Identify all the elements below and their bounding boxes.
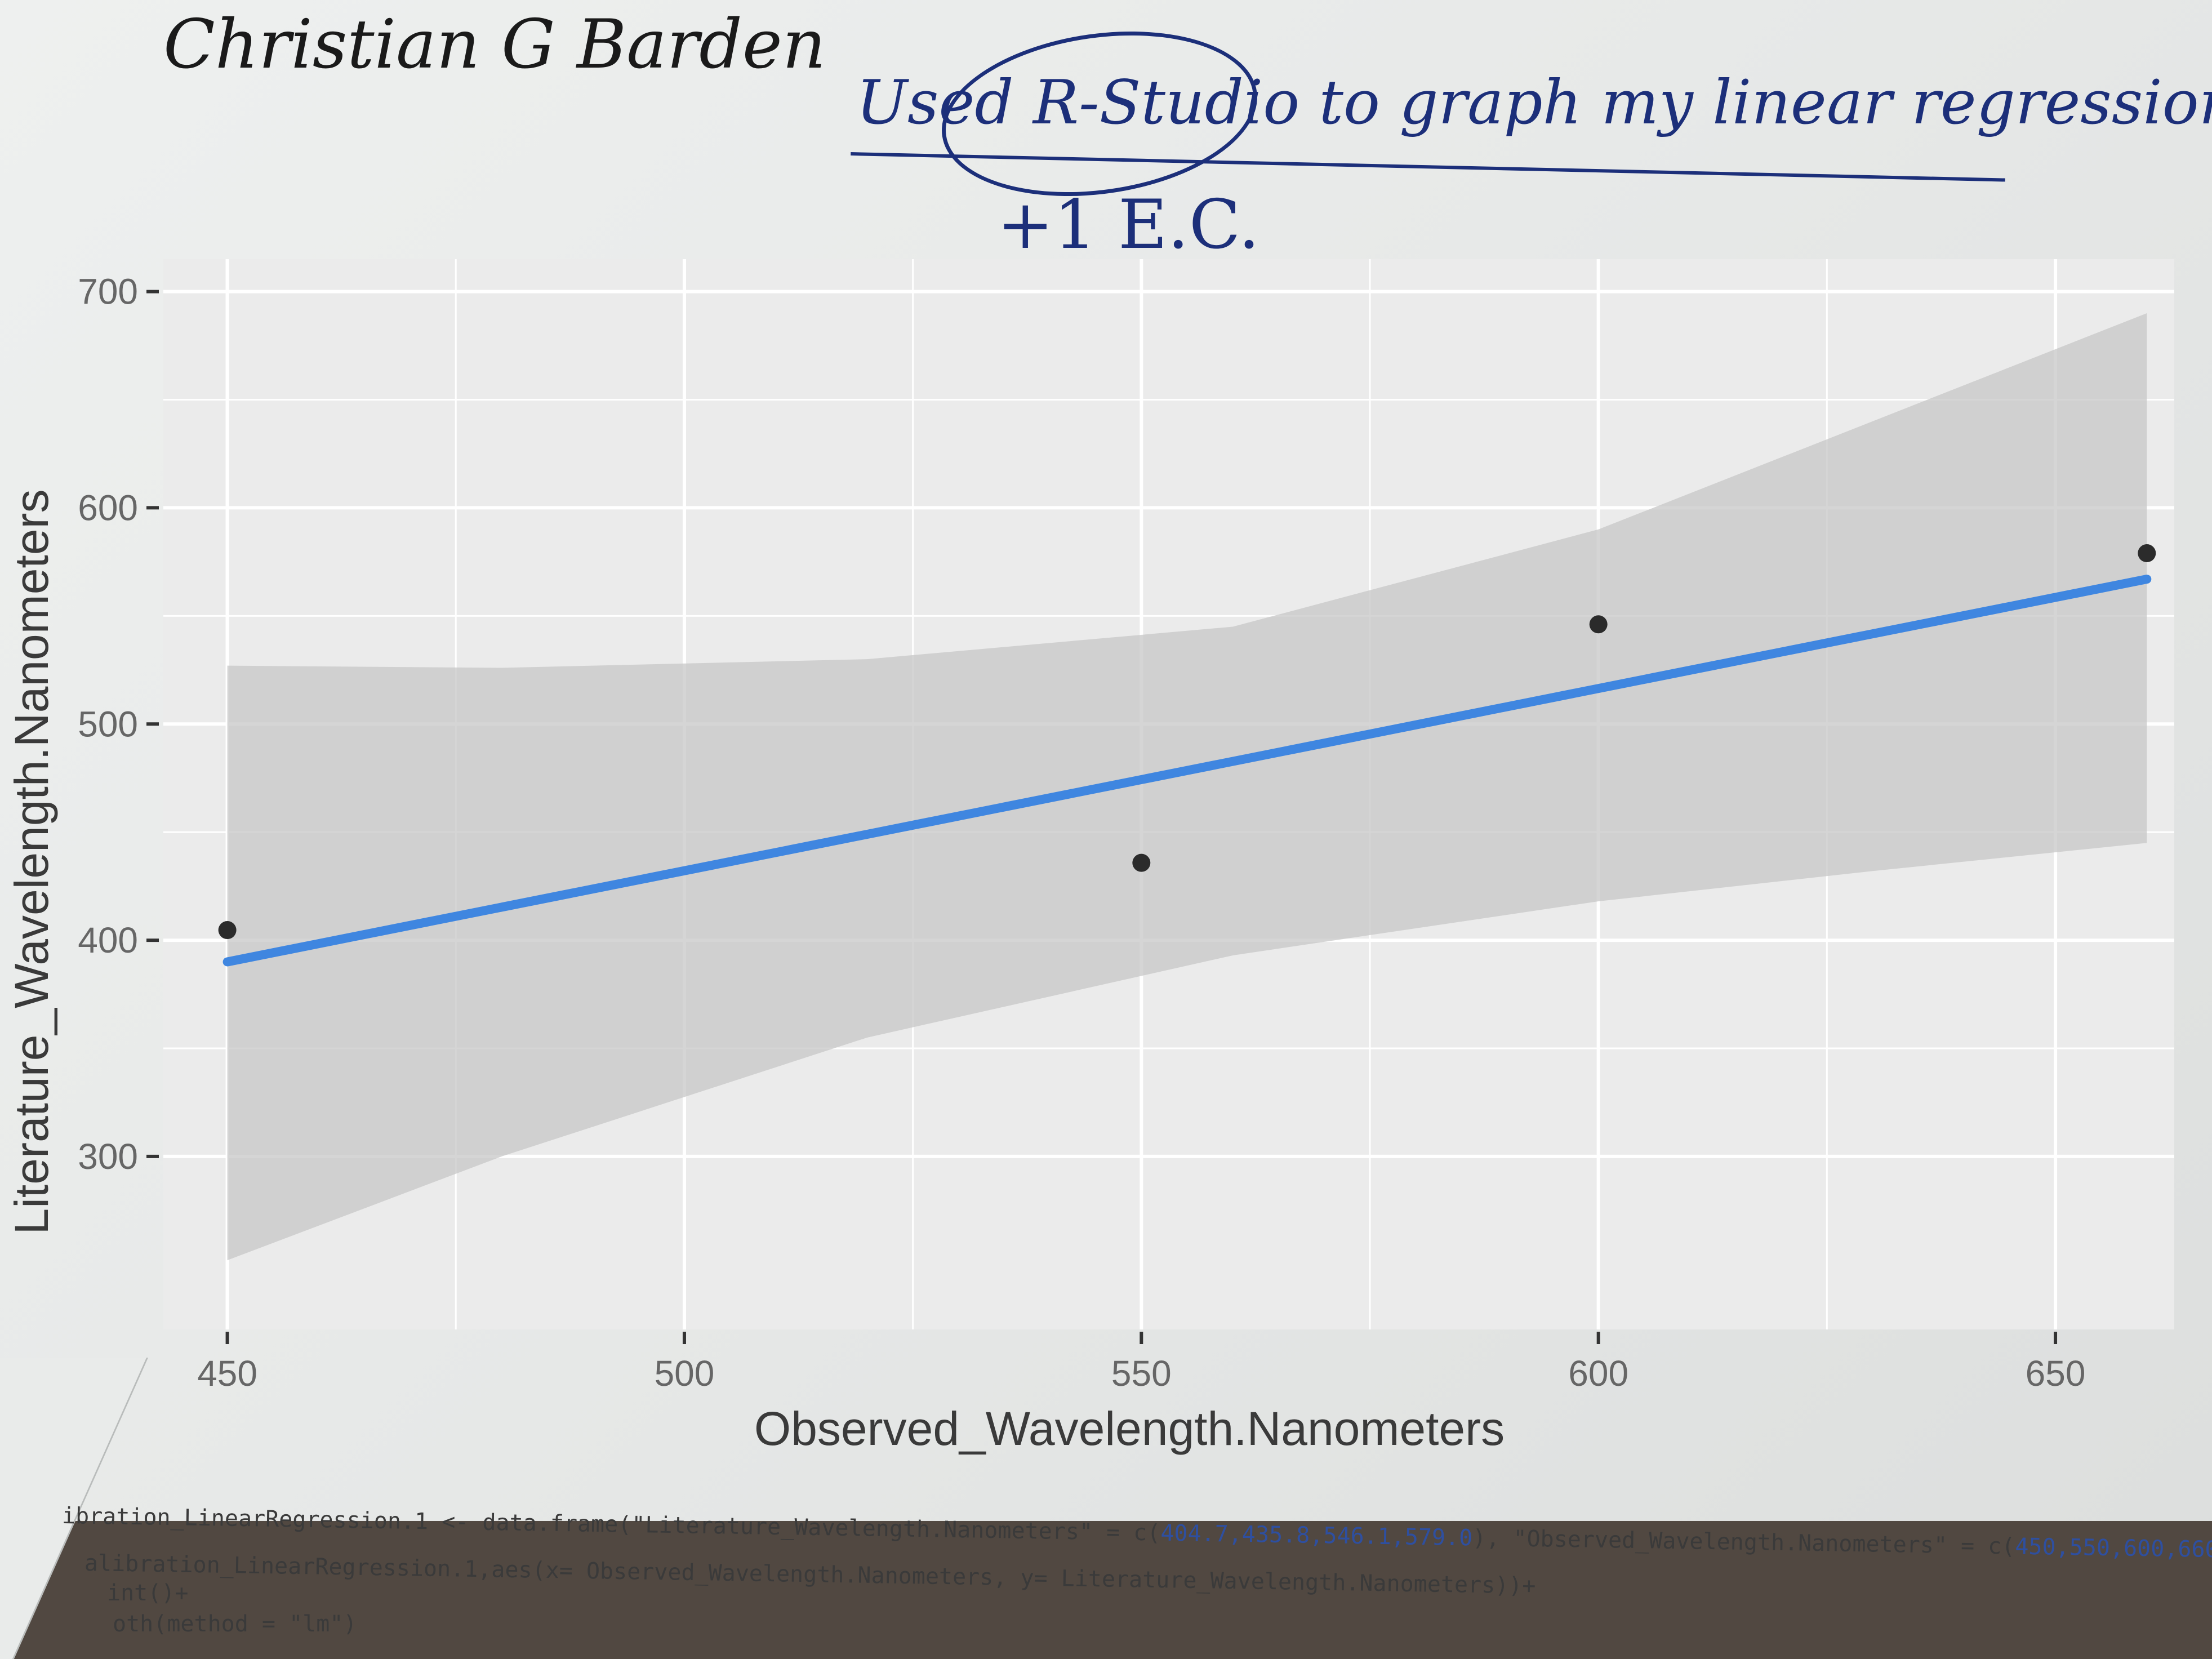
y-axis-title: Literature_Wavelength.Nanometers — [5, 490, 58, 1235]
x-tick-label: 500 — [655, 1353, 715, 1394]
y-tick-label: 500 — [78, 704, 138, 744]
code-line-4: oth(method = "lm") — [113, 1611, 357, 1637]
y-tick-label: 700 — [78, 272, 138, 312]
y-tick-label: 600 — [78, 487, 138, 528]
x-tick-label: 450 — [197, 1353, 257, 1394]
y-tick-label: 300 — [78, 1136, 138, 1177]
y-tick-label: 400 — [78, 920, 138, 960]
code-line-1-values-obs: 450,550,600,660 — [2015, 1533, 2212, 1563]
x-axis-title: Observed_Wavelength.Nanometers — [754, 1402, 1505, 1455]
x-tick-label: 650 — [2026, 1353, 2086, 1394]
data-point — [2138, 544, 2156, 562]
data-point — [219, 921, 237, 939]
data-point — [1590, 615, 1608, 633]
x-tick-label: 550 — [1111, 1353, 1172, 1394]
code-line-1-values-lit: 404.7,435.8,546.1,579.0 — [1160, 1520, 1473, 1551]
x-tick-label: 600 — [1568, 1353, 1628, 1394]
y-axis-ticks: 300 400 500 600 700 — [78, 272, 159, 1177]
code-line-3: int()+ — [107, 1580, 189, 1606]
data-point — [1132, 854, 1150, 872]
x-axis-ticks: 450 500 550 600 650 — [197, 1332, 2085, 1394]
